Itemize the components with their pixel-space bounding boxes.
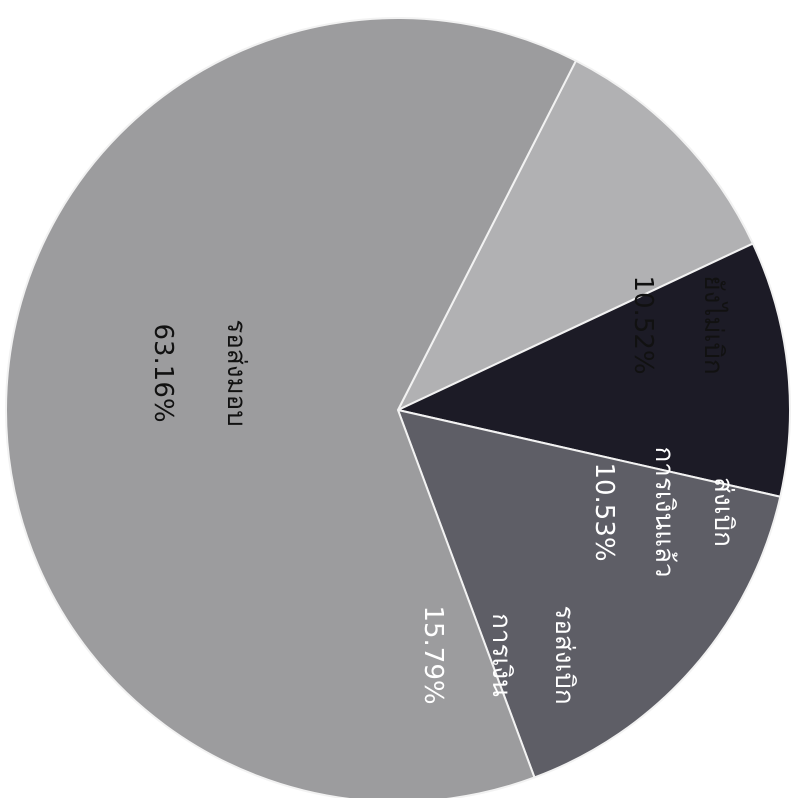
slice-percent-not-yet-disbursed: 10.52% <box>628 275 658 374</box>
slice-label-sent-to-finance-line2: การเงินแล้ว <box>649 447 679 578</box>
slice-not-yet-disbursed <box>395 59 755 413</box>
slice-percent-sent-to-finance: 10.53% <box>589 462 619 561</box>
slice-sent-to-finance <box>394 242 791 498</box>
slice-percent-awaiting-delivery: 63.16% <box>148 323 178 422</box>
slice-label-not-yet-disbursed: ยังไม่เบิก <box>698 275 729 374</box>
slice-label-awaiting-send-line1: รอส่งเบิก <box>549 605 579 704</box>
slice-awaiting-send <box>396 408 782 779</box>
slice-label-sent-to-finance-line1: ส่งเบิก <box>708 477 738 547</box>
slice-label-awaiting-delivery: รอส่งมอบ <box>221 319 251 426</box>
pie-labels: ยังไม่เบิก 10.52% ส่งเบิก การเงินแล้ว 10… <box>148 275 738 704</box>
slice-awaiting-delivery <box>5 17 578 798</box>
slice-label-awaiting-send-line2: การเงิน <box>486 613 516 697</box>
pie-slices <box>5 17 791 798</box>
slice-percent-awaiting-send: 15.79% <box>418 605 448 704</box>
